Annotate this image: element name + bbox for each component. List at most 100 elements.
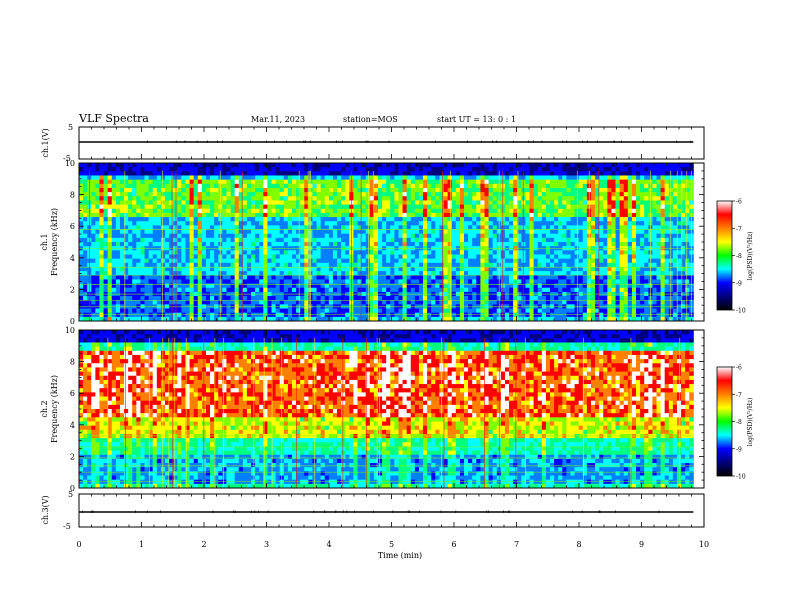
- spectrogram-cell: [119, 179, 125, 185]
- spectrogram-cell: [263, 192, 268, 197]
- spectrogram-cell: [574, 242, 580, 247]
- spectrogram-cell: [259, 296, 264, 301]
- spectrogram-cell: [128, 262, 133, 268]
- spectrogram-cell: [517, 175, 522, 181]
- spectrogram-cell: [205, 217, 211, 222]
- spectrogram-cell: [357, 316, 363, 322]
- spectrogram-cell: [525, 266, 530, 272]
- spectrogram-cell: [414, 196, 420, 201]
- spectrogram-cell: [103, 237, 109, 243]
- spectrogram-cell: [382, 171, 387, 176]
- spectrogram-cell: [324, 196, 330, 201]
- spectrogram-cell: [406, 283, 412, 289]
- spectrogram-cell: [410, 163, 416, 168]
- spectrogram-cell: [271, 279, 276, 284]
- spectrogram-cell: [427, 283, 432, 289]
- spectrogram-cell: [369, 204, 375, 210]
- spectrogram-cell: [414, 266, 420, 272]
- spectrogram-cell: [418, 217, 424, 222]
- spectrogram-cell: [283, 250, 289, 255]
- spectrogram-cell: [566, 233, 571, 239]
- spectrogram-cell: [308, 163, 313, 168]
- spectrogram-cell: [189, 266, 195, 272]
- spectrogram-cell: [156, 275, 162, 280]
- spectrogram-cell: [119, 212, 125, 218]
- spectrogram-cell: [595, 212, 600, 218]
- spectrogram-cell: [99, 217, 104, 222]
- spectrogram-cell: [300, 163, 305, 168]
- spectrogram-cell: [214, 237, 219, 243]
- spectrogram-cell: [267, 204, 272, 210]
- spectrogram-cell: [558, 254, 563, 260]
- spectrogram-cell: [525, 296, 530, 301]
- spectrogram-cell: [590, 171, 596, 176]
- spectrogram-cell: [287, 283, 293, 289]
- spectrogram-cell: [316, 300, 322, 305]
- spectrogram-cell: [390, 296, 395, 301]
- spectrogram-cell: [173, 275, 178, 280]
- spectrogram-cell: [562, 204, 567, 210]
- spectrogram-cell: [455, 225, 461, 230]
- spectrogram-cell: [275, 233, 281, 239]
- spectrogram-cell: [246, 258, 252, 264]
- spectrogram-cell: [312, 254, 317, 260]
- spectrogram-cell: [140, 208, 145, 214]
- spectrogram-cell: [79, 250, 84, 255]
- spectrogram-cell: [382, 192, 387, 197]
- spectrogram-cell: [300, 208, 305, 214]
- spectrogram-cell: [99, 316, 104, 322]
- spectrogram-cell: [124, 217, 129, 222]
- spectrogram-cell: [230, 308, 236, 314]
- spectrogram-cell: [365, 258, 371, 264]
- spectrogram-cell: [398, 316, 403, 322]
- spectrogram-cell: [255, 316, 260, 322]
- spectrogram-cell: [144, 250, 150, 255]
- spectrogram-cell: [423, 271, 428, 276]
- spectrogram-cell: [140, 233, 145, 239]
- spectrogram-cell: [468, 237, 473, 243]
- spectrogram-cell: [165, 296, 170, 301]
- spectrogram-cell: [492, 233, 498, 239]
- spectrogram-cell: [103, 225, 109, 230]
- spectrogram-cell: [148, 192, 154, 197]
- spectrogram-cell: [394, 175, 399, 181]
- spectrogram-cell: [259, 200, 264, 205]
- spectrogram-cell: [193, 287, 199, 293]
- spectrogram-cell: [341, 237, 346, 243]
- spectrogram-cell: [353, 167, 358, 172]
- spectrogram-cell: [361, 237, 367, 243]
- spectrogram-cell: [402, 271, 408, 276]
- spectrogram-cell: [267, 262, 272, 268]
- spectrogram-cell: [353, 175, 358, 181]
- spectrogram-cell: [451, 179, 457, 185]
- spectrogram-cell: [95, 271, 100, 276]
- spectrogram-cell: [255, 192, 260, 197]
- spectrogram-cell: [324, 275, 330, 280]
- spectrogram-cell: [132, 183, 137, 189]
- spectrogram-cell: [418, 279, 424, 284]
- spectrogram-cell: [169, 275, 174, 280]
- spectrogram-cell: [533, 212, 539, 218]
- spectrogram-cell: [119, 250, 125, 255]
- spectrogram-cell: [492, 242, 498, 247]
- spectrogram-cell: [476, 242, 481, 247]
- spectrogram-cell: [464, 242, 469, 247]
- spectrogram-cell: [263, 217, 268, 222]
- spectrogram-cell: [529, 275, 535, 280]
- spectrogram-cell: [148, 187, 154, 193]
- spectrogram-cell: [193, 171, 199, 176]
- spectrogram-cell: [205, 300, 211, 305]
- spectrogram-cell: [201, 200, 207, 205]
- spectrogram-cell: [537, 217, 543, 222]
- spectrogram-cell: [451, 221, 457, 226]
- spectrogram-cell: [337, 250, 342, 255]
- spectrogram-cell: [111, 175, 117, 181]
- spectrogram-cell: [525, 225, 530, 230]
- spectrogram-cell: [337, 237, 342, 243]
- spectrogram-cell: [251, 283, 256, 289]
- spectrogram-cell: [165, 300, 170, 305]
- spectrogram-cell: [189, 200, 195, 205]
- spectrogram-cell: [537, 316, 543, 322]
- spectrogram-cell: [382, 262, 387, 268]
- spectrogram-cell: [283, 175, 289, 181]
